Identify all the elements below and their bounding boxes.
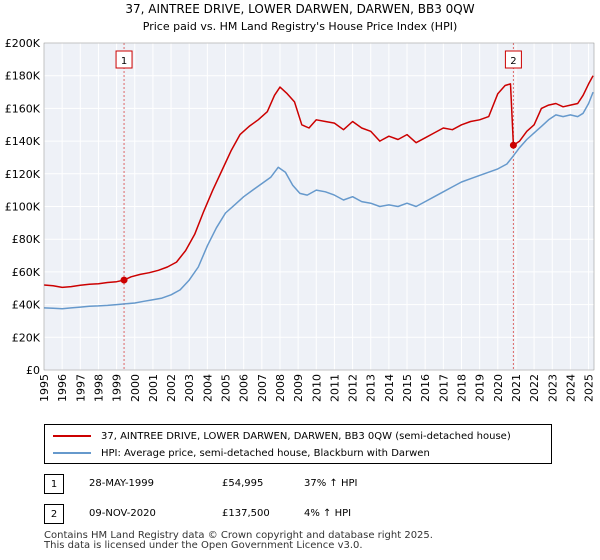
- x-tick-label: 2025: [583, 374, 596, 402]
- plot-frame: [43, 42, 595, 371]
- series-line-hpi: [43, 91, 594, 310]
- x-tick-label: 2008: [274, 374, 287, 402]
- x-tick-label: 1995: [38, 374, 51, 402]
- series-line-property: [43, 75, 594, 289]
- sale-price: £54,995: [222, 478, 264, 489]
- x-tick-label: 2017: [437, 374, 450, 402]
- footer: Contains HM Land Registry data © Crown c…: [44, 531, 433, 551]
- sale-hpi-change: 4% ↑ HPI: [304, 508, 352, 519]
- x-tick-label: 1997: [74, 374, 87, 402]
- x-tick-label: 2024: [564, 374, 577, 402]
- chart-subtitle: Price paid vs. HM Land Registry's House …: [143, 20, 458, 33]
- legend-label-property: 37, AINTREE DRIVE, LOWER DARWEN, DARWEN,…: [101, 430, 511, 442]
- sale-marker-label-2: 2: [510, 56, 516, 67]
- sale-hpi-change: 37% ↑ HPI: [304, 478, 358, 489]
- x-tick-label: 2016: [419, 374, 432, 402]
- x-tick-label: 2004: [201, 374, 214, 402]
- sale-date: 09-NOV-2020: [89, 508, 156, 519]
- y-tick-label: £20K: [12, 331, 41, 344]
- legend: 37, AINTREE DRIVE, LOWER DARWEN, DARWEN,…: [44, 424, 552, 464]
- legend-item-hpi: HPI: Average price, semi-detached house,…: [53, 445, 430, 461]
- y-tick-label: £140K: [5, 135, 41, 148]
- sale-number-badge: 1: [44, 474, 64, 494]
- x-tick-label: 2012: [347, 374, 360, 402]
- y-tick-label: £200K: [5, 37, 41, 50]
- x-tick-label: 1996: [56, 374, 69, 402]
- x-tick-label: 2023: [546, 374, 559, 402]
- y-tick-label: £80K: [12, 233, 41, 246]
- sale-price: £137,500: [222, 508, 270, 519]
- x-tick-label: 2022: [528, 374, 541, 402]
- sale-marker-label-1: 1: [121, 56, 127, 67]
- x-tick-label: 2006: [238, 374, 251, 402]
- y-tick-label: £0: [26, 364, 40, 377]
- y-tick-label: £160K: [5, 102, 41, 115]
- x-tick-label: 2015: [401, 374, 414, 402]
- x-tick-label: 2005: [220, 374, 233, 402]
- x-tick-label: 1998: [92, 374, 105, 402]
- sale-row-2: 2 09-NOV-2020 £137,500 4% ↑ HPI: [44, 504, 564, 524]
- footer-licence: This data is licensed under the Open Gov…: [44, 540, 363, 551]
- chart-title: 37, AINTREE DRIVE, LOWER DARWEN, DARWEN,…: [125, 2, 474, 16]
- y-tick-label: £180K: [5, 70, 41, 83]
- x-tick-label: 2003: [183, 374, 196, 402]
- sale-marker-box-2: [504, 50, 522, 69]
- x-tick-label: 2021: [510, 374, 523, 402]
- y-tick-label: £100K: [5, 201, 41, 214]
- x-tick-label: 2018: [455, 374, 468, 402]
- x-tick-label: 2001: [147, 374, 160, 402]
- sale-row-1: 1 28-MAY-1999 £54,995 37% ↑ HPI: [44, 474, 564, 494]
- sale-point-1: [120, 276, 128, 284]
- legend-item-property: 37, AINTREE DRIVE, LOWER DARWEN, DARWEN,…: [53, 428, 511, 444]
- x-tick-label: 1999: [111, 374, 124, 402]
- x-tick-label: 2020: [492, 374, 505, 402]
- x-tick-label: 2002: [165, 374, 178, 402]
- x-tick-label: 2000: [129, 374, 142, 402]
- footer-copyright: Contains HM Land Registry data © Crown c…: [44, 530, 433, 541]
- legend-swatch-property: [53, 435, 91, 437]
- legend-swatch-hpi: [53, 452, 91, 454]
- x-tick-label: 2011: [328, 374, 341, 402]
- y-tick-label: £120K: [5, 168, 41, 181]
- y-tick-label: £60K: [12, 266, 41, 279]
- price-chart: 37, AINTREE DRIVE, LOWER DARWEN, DARWEN,…: [5, 2, 596, 402]
- sale-marker-box-1: [115, 50, 133, 69]
- sale-point-2: [509, 141, 517, 149]
- x-tick-label: 2013: [365, 374, 378, 402]
- sale-number-badge: 2: [44, 504, 64, 524]
- y-tick-label: £40K: [12, 299, 41, 312]
- x-tick-label: 2014: [383, 374, 396, 402]
- sale-date: 28-MAY-1999: [89, 478, 155, 489]
- x-tick-label: 2019: [474, 374, 487, 402]
- legend-label-hpi: HPI: Average price, semi-detached house,…: [101, 447, 430, 459]
- x-tick-label: 2009: [292, 374, 305, 402]
- x-tick-label: 2007: [256, 374, 269, 402]
- x-tick-label: 2010: [310, 374, 323, 402]
